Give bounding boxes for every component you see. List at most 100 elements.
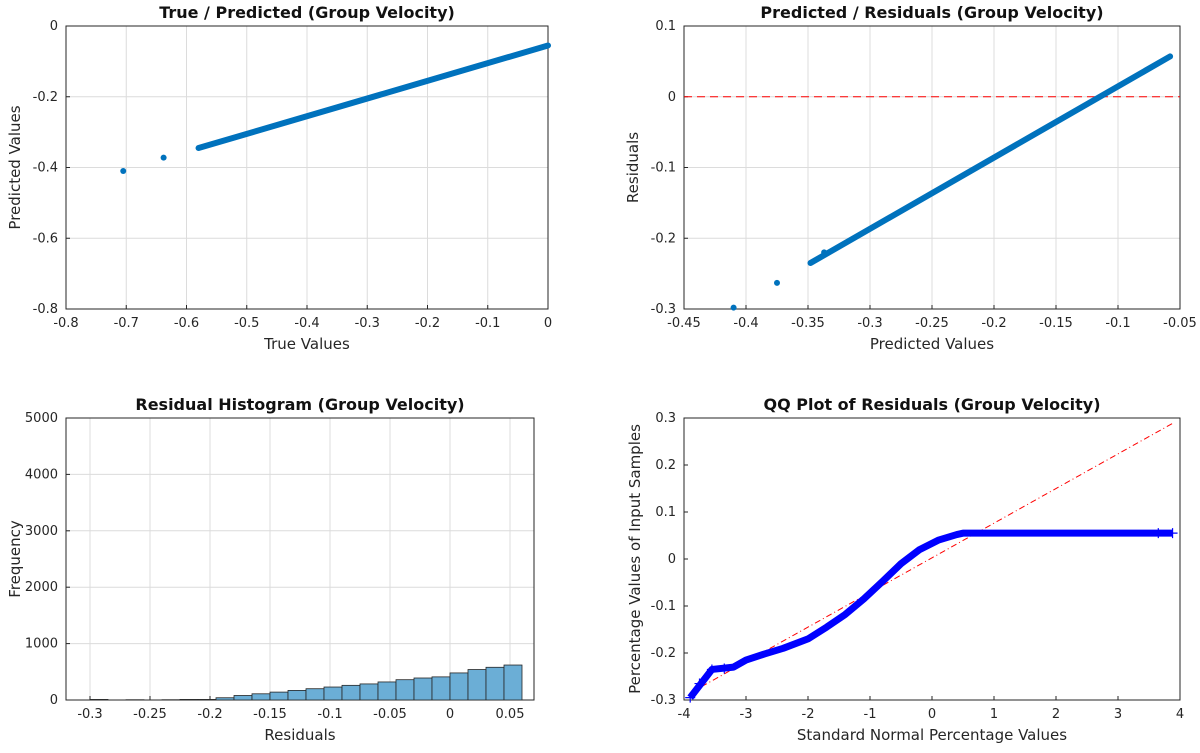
histogram-bar <box>503 664 523 701</box>
x-axis-label: Residuals <box>264 726 335 744</box>
qq-plus-marker <box>1153 528 1164 539</box>
x-tick-label: -0.1 <box>475 316 500 331</box>
y-axis-label: Percentage Values of Input Samples <box>626 424 644 694</box>
x-tick-label: -0.6 <box>174 316 199 331</box>
histogram-bar <box>341 684 361 701</box>
x-tick-label: -0.5 <box>234 316 259 331</box>
x-tick-label: 0 <box>446 707 454 722</box>
x-axis-label: True Values <box>263 335 350 353</box>
x-tick-label: -0.35 <box>791 316 825 331</box>
x-tick-label: -0.05 <box>1163 316 1197 331</box>
y-tick-label: 0 <box>668 552 676 567</box>
data-point <box>774 279 780 286</box>
y-tick-label: 0 <box>668 90 676 105</box>
x-tick-label: -3 <box>740 707 753 722</box>
normal-reference-line <box>689 422 1175 694</box>
histogram-bar <box>215 697 235 701</box>
y-tick-label: 4000 <box>25 467 58 482</box>
x-tick-label: -0.3 <box>857 316 882 331</box>
x-tick-label: -0.25 <box>915 316 949 331</box>
x-tick-label: -0.8 <box>53 316 78 331</box>
data-point <box>120 168 127 175</box>
prediction-series <box>195 42 551 152</box>
x-tick-label: -0.7 <box>114 316 139 331</box>
x-tick-label: 0 <box>928 707 936 722</box>
histogram-bar <box>359 683 379 701</box>
x-tick-label: -0.15 <box>253 707 287 722</box>
chart-2: -0.45 -0.4 -0.35 -0.3 -0.25 -0.2 -0.15 -0.1 -0.0… <box>624 3 1197 353</box>
histogram-bar <box>287 690 307 701</box>
x-tick-label: 0 <box>544 316 552 331</box>
y-tick-label: -0.6 <box>33 231 58 246</box>
histogram-bar <box>233 695 253 701</box>
y-tick-label: 3000 <box>25 524 58 539</box>
x-tick-label: -0.2 <box>981 316 1006 331</box>
chart-title: Predicted / Residuals (Group Velocity) <box>760 3 1103 22</box>
y-tick-label: 0 <box>50 693 58 708</box>
histogram-bar <box>251 693 271 701</box>
chart-title: QQ Plot of Residuals (Group Velocity) <box>763 395 1100 414</box>
histogram-bar <box>413 677 433 701</box>
x-axis-label: Predicted Values <box>870 335 994 353</box>
qq-plus-marker <box>1167 528 1178 539</box>
y-axis-label: Predicted Values <box>6 105 24 229</box>
histogram-bar <box>485 666 505 701</box>
histogram-bar <box>467 669 487 701</box>
x-tick-label: -0.3 <box>355 316 380 331</box>
x-tick-label: -4 <box>678 707 691 722</box>
x-axis-label: Standard Normal Percentage Values <box>797 726 1067 744</box>
y-tick-label: -0.3 <box>651 302 676 317</box>
histogram-bar <box>377 681 397 701</box>
x-tick-label: -0.2 <box>415 316 440 331</box>
x-tick-label: -0.25 <box>133 707 167 722</box>
y-tick-label: -0.4 <box>33 161 58 176</box>
x-tick-label: 4 <box>1176 707 1184 722</box>
x-tick-label: 0.05 <box>496 707 525 722</box>
y-tick-label: -0.1 <box>651 599 676 614</box>
qq-plus-marker <box>694 678 705 689</box>
y-axis-label: Frequency <box>6 520 24 598</box>
chart-4: -4 -3 -2 -1 0 1 2 3 4 -0.3 -0.2 -0.1 0 0.1 0.2 0.3 QQ Pl… <box>626 395 1184 744</box>
histogram-bar <box>323 686 343 701</box>
histogram-bar <box>305 688 325 701</box>
x-tick-label: -0.05 <box>373 707 407 722</box>
x-tick-label: -0.1 <box>317 707 342 722</box>
y-tick-label: -0.2 <box>651 231 676 246</box>
y-tick-label: 2000 <box>25 580 58 595</box>
data-point <box>160 154 167 161</box>
histogram-bar <box>197 699 217 701</box>
histogram-bar <box>89 699 109 701</box>
x-tick-label: -0.4 <box>733 316 758 331</box>
x-tick-label: -1 <box>864 707 877 722</box>
histogram-bar <box>449 672 469 701</box>
chart-1: -0.8 -0.7 -0.6 -0.5 -0.4 -0.3 -0.2 -0.1 0 -0.8 -0.… <box>6 3 552 353</box>
y-tick-label: 0.1 <box>655 505 676 520</box>
y-tick-label: 5000 <box>25 411 58 426</box>
x-tick-label: -0.3 <box>77 707 102 722</box>
x-tick-label: -0.2 <box>197 707 222 722</box>
y-tick-label: 0 <box>50 19 58 34</box>
qq-sample-series <box>687 529 1173 700</box>
x-tick-label: -0.45 <box>667 316 701 331</box>
x-tick-label: -0.1 <box>1105 316 1130 331</box>
qq-plus-marker <box>685 692 696 703</box>
data-point <box>821 249 828 256</box>
chart-3: -0.3 -0.25 -0.2 -0.15 -0.1 -0.05 0 0.05 0 1000 200… <box>6 395 535 744</box>
chart-title: True / Predicted (Group Velocity) <box>159 3 455 22</box>
axes-frame <box>65 417 535 701</box>
x-tick-label: 2 <box>1052 707 1060 722</box>
y-axis-label: Residuals <box>624 132 642 203</box>
histogram-bar <box>431 676 451 701</box>
y-tick-label: 0.3 <box>655 411 676 426</box>
y-tick-label: 0.2 <box>655 458 676 473</box>
qq-plus-marker <box>706 664 717 675</box>
qq-plus-marker <box>719 663 730 674</box>
y-tick-label: -0.2 <box>33 90 58 105</box>
y-tick-label: 1000 <box>25 637 58 652</box>
histogram-bar <box>395 679 415 701</box>
y-tick-label: 0.1 <box>655 19 676 34</box>
x-tick-label: -0.15 <box>1039 316 1073 331</box>
chart-title: Residual Histogram (Group Velocity) <box>135 395 464 414</box>
y-tick-label: -0.3 <box>651 693 676 708</box>
